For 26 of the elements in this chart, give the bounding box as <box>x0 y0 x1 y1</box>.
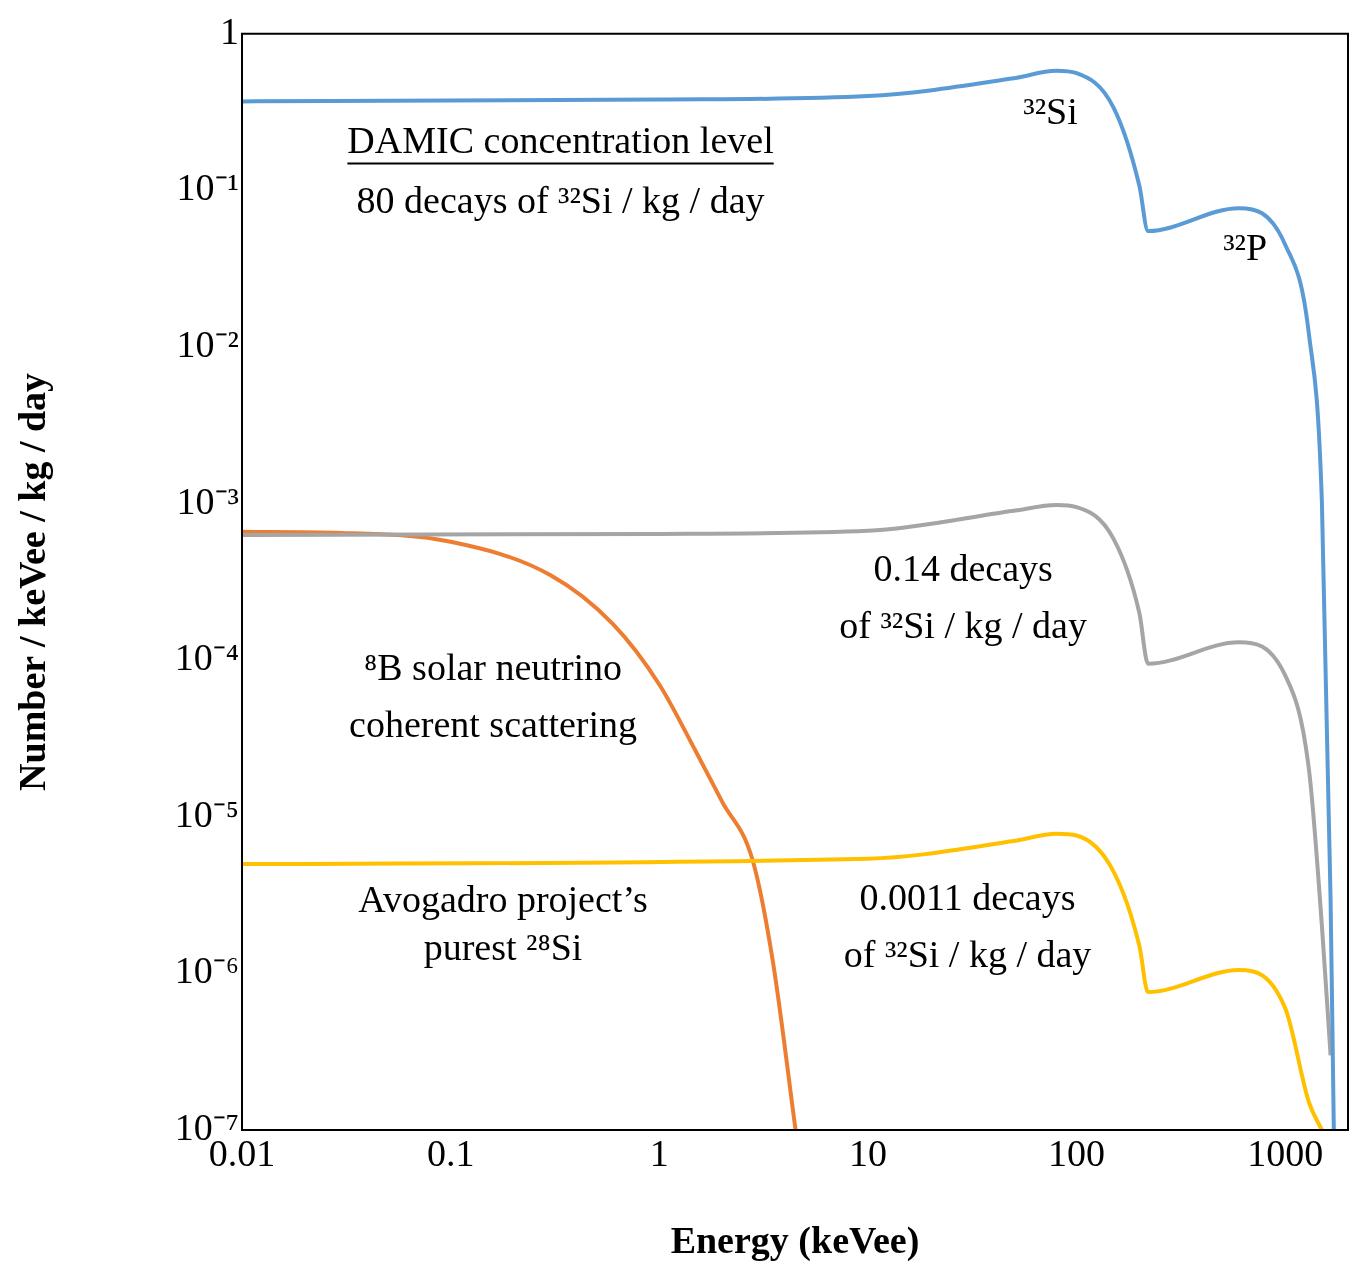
x-tick-label: 1 <box>649 1131 669 1174</box>
annotation: 0.0011 decays <box>859 875 1076 918</box>
annotation: of ³²Si / kg / day <box>839 603 1087 646</box>
x-tick-label: 0.1 <box>426 1131 475 1174</box>
annotation: of ³²Si / kg / day <box>843 932 1092 975</box>
y-tick-label: 10⁻¹ <box>176 166 239 209</box>
y-tick-label: 10⁻⁶ <box>174 949 239 992</box>
y-tick-label: 10⁻⁵ <box>174 792 239 835</box>
annotation: DAMIC concentration level <box>347 119 774 162</box>
annotation: ³²P <box>1223 225 1268 268</box>
annotation: ⁸B solar neutrino <box>364 645 623 688</box>
y-tick-label: 10⁻³ <box>176 479 239 522</box>
x-tick-label: 100 <box>1048 1131 1106 1174</box>
annotation: ³²Si <box>1023 89 1078 132</box>
x-axis-title: Energy (keVee) <box>670 1219 920 1263</box>
x-tick-label: 10 <box>848 1131 887 1174</box>
annotation: Avogadro project’s <box>358 877 648 920</box>
y-axis-title: Number / keVee / kg / day <box>10 372 53 791</box>
annotation: 80 decays of ³²Si / kg / day <box>356 178 765 221</box>
x-tick-label: 1000 <box>1247 1131 1324 1174</box>
y-tick-label: 1 <box>220 9 239 52</box>
y-tick-label: 10⁻⁴ <box>174 636 239 679</box>
y-tick-label: 10⁻² <box>176 322 239 365</box>
annotation: 0.14 decays <box>873 546 1053 589</box>
annotation: purest ²⁸Si <box>423 926 583 969</box>
annotation: coherent scattering <box>349 702 638 745</box>
